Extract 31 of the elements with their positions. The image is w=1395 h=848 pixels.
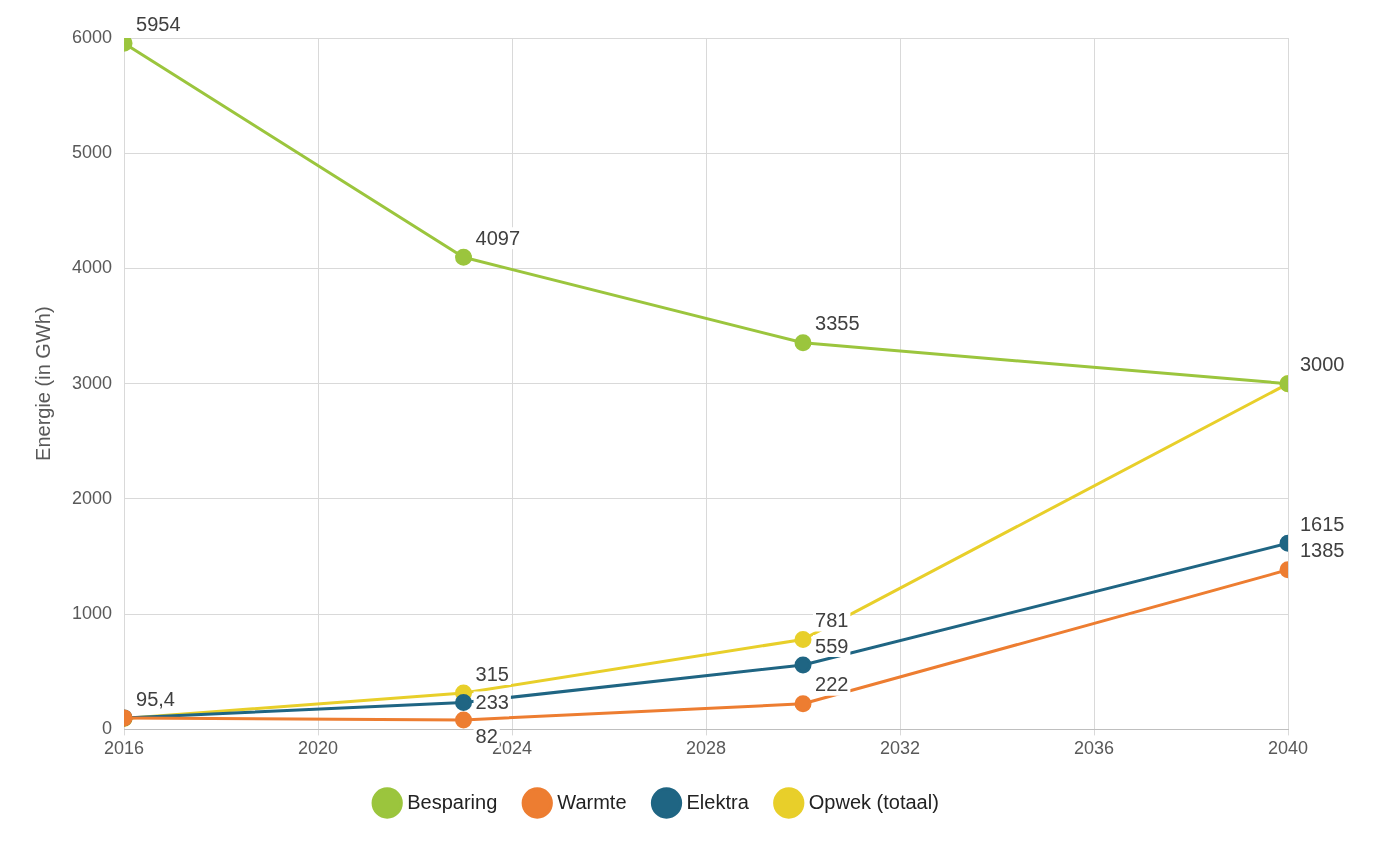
data-label: 1385: [1300, 539, 1345, 562]
y-tick-label: 3000: [72, 372, 113, 393]
data-label: 222: [815, 673, 849, 696]
legend-label: Opwek (totaal): [808, 790, 939, 813]
y-tick-label: 6000: [72, 26, 113, 47]
y-tick-label: 2000: [72, 487, 113, 508]
data-label: 3000: [1300, 353, 1345, 376]
y-axis-title: Energie (in GWh): [31, 306, 54, 461]
x-tick-label: 2040: [1267, 738, 1309, 759]
data-label: 233: [475, 691, 509, 714]
y-tick-label: 1000: [72, 603, 113, 624]
data-label: 95,4: [136, 687, 175, 710]
data-label: 315: [475, 662, 509, 685]
x-tick-label: 2028: [686, 738, 727, 759]
data-label: 4097: [475, 226, 521, 249]
data-label: 5954: [136, 12, 181, 35]
x-tick-label: 2020: [298, 738, 339, 759]
data-label: 781: [815, 608, 849, 631]
data-label: 3355: [815, 312, 860, 335]
legend-label: Warmte: [557, 790, 627, 813]
data-label: 82: [475, 725, 498, 748]
data-label: 1615: [1300, 512, 1345, 535]
y-tick-label: 0: [102, 718, 113, 739]
x-tick-label: 2036: [1073, 738, 1115, 759]
x-tick-label: 2016: [104, 738, 145, 759]
y-tick-label: 5000: [72, 142, 113, 163]
y-tick-label: 4000: [72, 257, 113, 278]
legend-label: Besparing: [407, 790, 498, 813]
data-label: 559: [815, 634, 849, 657]
legend-label: Elektra: [686, 790, 750, 813]
x-tick-label: 2032: [879, 738, 921, 759]
